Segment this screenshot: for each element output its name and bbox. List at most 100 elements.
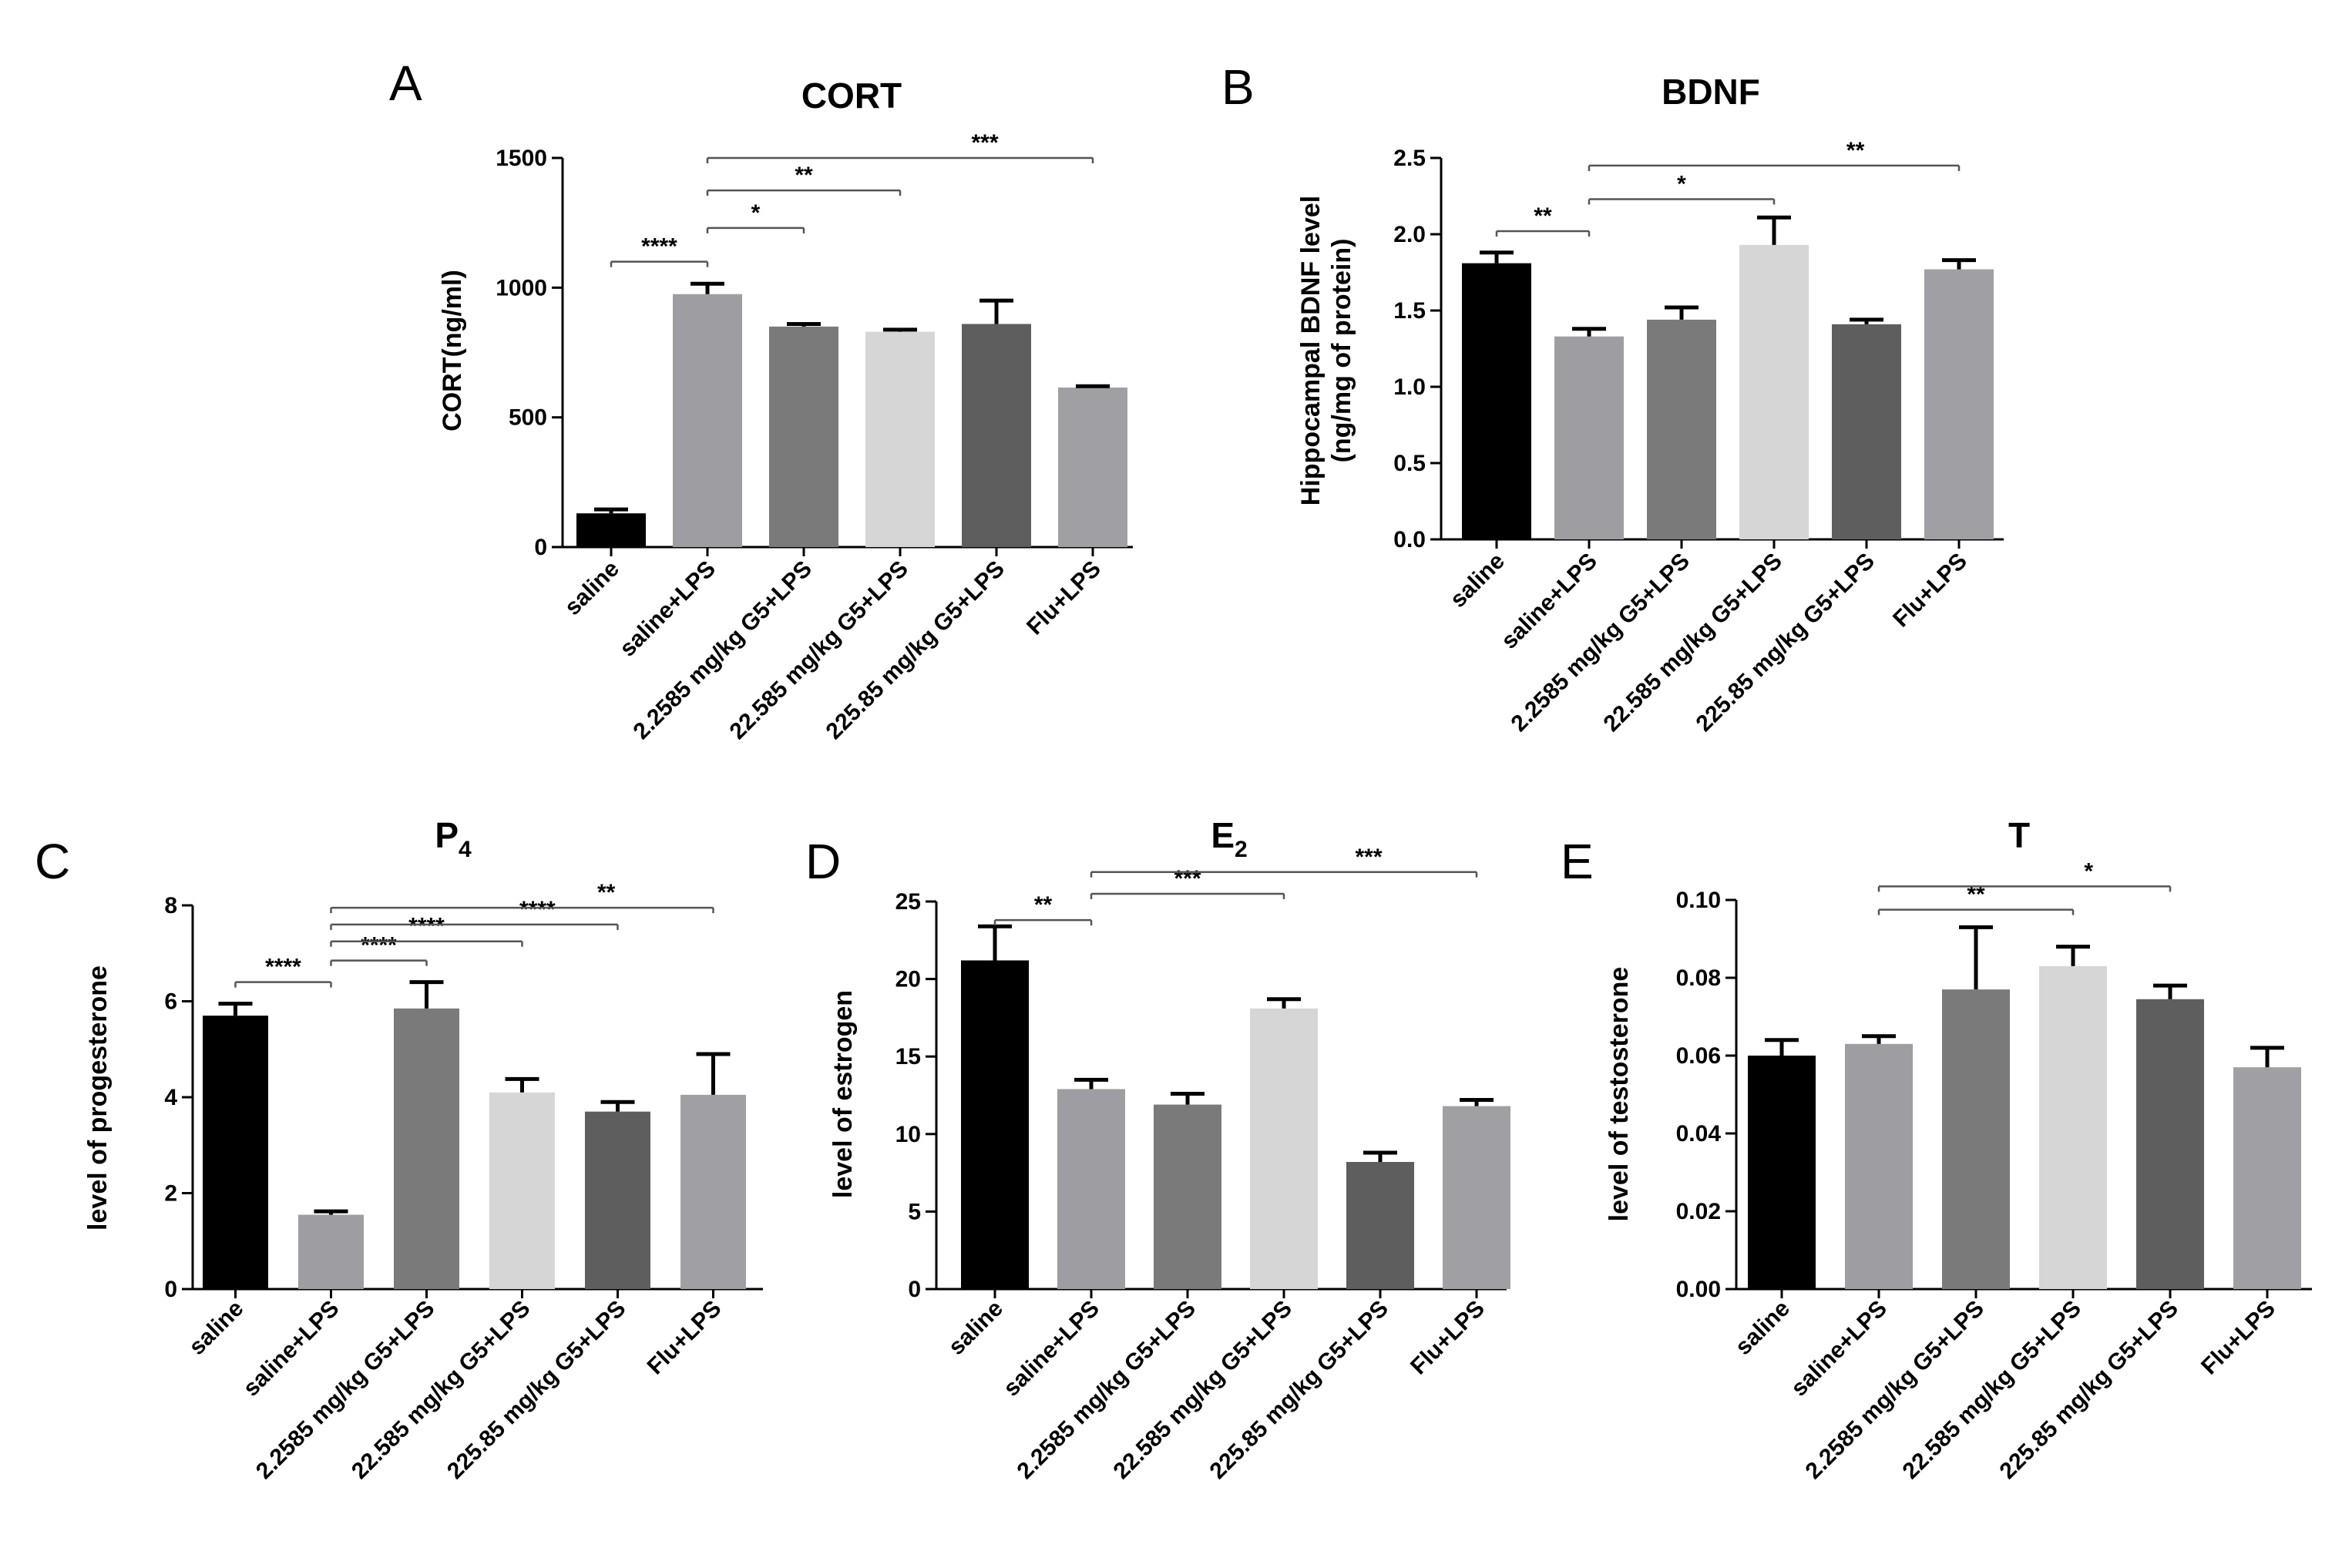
y-tick-label: 2.0 bbox=[1393, 222, 1426, 247]
significance-label: ** bbox=[1534, 203, 1552, 229]
bar-2 bbox=[298, 1214, 364, 1289]
significance-label: **** bbox=[519, 897, 556, 922]
bar-5 bbox=[585, 1111, 650, 1289]
category-label: 225.85 mg/kg G5+LPS bbox=[442, 1296, 630, 1484]
panel-C: C P4 0 2 4 6 8 level of progesterone salinesalin… bbox=[35, 815, 763, 1484]
panel-letter: C bbox=[35, 834, 70, 889]
category-label: saline+LPS bbox=[238, 1296, 344, 1402]
y-tick-label: 0.02 bbox=[1676, 1199, 1721, 1224]
chart-title: BDNF bbox=[1662, 72, 1760, 112]
bar-4 bbox=[2039, 965, 2107, 1289]
category-label: saline+LPS bbox=[1786, 1296, 1892, 1402]
category-label: saline bbox=[184, 1296, 248, 1360]
category-label: saline+LPS bbox=[615, 556, 721, 662]
significance-label: *** bbox=[1355, 844, 1382, 870]
significance-label: * bbox=[2084, 858, 2093, 884]
y-tick-label: 1500 bbox=[496, 146, 547, 171]
bar-1 bbox=[576, 513, 646, 547]
category-label: 22.585 mg/kg G5+LPS bbox=[1599, 549, 1787, 737]
significance-label: **** bbox=[265, 955, 301, 980]
y-tick-label: 5 bbox=[908, 1199, 921, 1224]
chart-title: T bbox=[2008, 815, 2030, 855]
bar-5 bbox=[2136, 999, 2204, 1289]
y-tick-label: 20 bbox=[895, 967, 921, 992]
bar-1 bbox=[1462, 263, 1531, 539]
bar-3 bbox=[1942, 989, 2010, 1289]
category-label: 22.585 mg/kg G5+LPS bbox=[1898, 1296, 2086, 1484]
significance-label: * bbox=[1677, 171, 1686, 196]
y-tick-label: 0.10 bbox=[1676, 888, 1721, 913]
panel-E: E T 0.00 0.02 0.04 0.06 0.08 0.10 level of testo… bbox=[1561, 815, 2312, 1484]
significance-label: **** bbox=[408, 914, 445, 939]
bar-6 bbox=[680, 1094, 746, 1289]
category-label: 22.585 mg/kg G5+LPS bbox=[725, 556, 913, 744]
significance-label: **** bbox=[641, 234, 677, 260]
y-tick-label: 0 bbox=[164, 1277, 177, 1302]
category-label: saline bbox=[1730, 1296, 1794, 1360]
panel-letter: A bbox=[389, 55, 422, 111]
y-tick-label: 1000 bbox=[496, 275, 547, 301]
bar-2 bbox=[1845, 1043, 1913, 1289]
bar-1 bbox=[203, 1016, 268, 1289]
category-label: 225.85 mg/kg G5+LPS bbox=[822, 556, 1010, 744]
category-label: Flu+LPS bbox=[1888, 549, 1972, 633]
category-label: saline bbox=[559, 556, 623, 620]
chart-title: P4 bbox=[435, 815, 472, 862]
bar-6 bbox=[1058, 387, 1127, 547]
y-tick-label: 0.00 bbox=[1676, 1277, 1721, 1302]
y-axis-title: Hippocampal BDNF level(ng/mg of protein) bbox=[1296, 196, 1356, 505]
bar-3 bbox=[394, 1008, 459, 1289]
bar-4 bbox=[1739, 244, 1809, 539]
y-tick-label: 0 bbox=[908, 1277, 921, 1302]
y-tick-label: 1.0 bbox=[1393, 374, 1426, 400]
category-label: 22.585 mg/kg G5+LPS bbox=[347, 1296, 535, 1484]
y-tick-label: 25 bbox=[895, 889, 921, 915]
category-label: 225.85 mg/kg G5+LPS bbox=[1692, 549, 1880, 737]
panel-letter: B bbox=[1221, 59, 1255, 115]
panel-D: D E2 0 5 10 15 20 25 level of estrogen salinesali… bbox=[805, 815, 1510, 1484]
y-axis-title: level of testosterone bbox=[1604, 967, 1634, 1222]
bar-6 bbox=[1443, 1106, 1510, 1289]
bar-1 bbox=[961, 960, 1029, 1289]
y-tick-label: 0.06 bbox=[1676, 1043, 1721, 1069]
bar-5 bbox=[1832, 324, 1901, 539]
bar-3 bbox=[1647, 319, 1716, 539]
panel-letter: E bbox=[1561, 834, 1594, 889]
category-label: 225.85 mg/kg G5+LPS bbox=[1205, 1296, 1393, 1484]
y-tick-label: 0.5 bbox=[1393, 451, 1426, 476]
category-label: saline+LPS bbox=[999, 1296, 1104, 1402]
y-tick-label: 2.5 bbox=[1393, 146, 1426, 171]
y-tick-label: 2 bbox=[164, 1181, 177, 1207]
bar-1 bbox=[1748, 1056, 1816, 1289]
bar-2 bbox=[673, 294, 742, 547]
category-label: 2.2585 mg/kg G5+LPS bbox=[629, 556, 817, 744]
y-axis-title: level of progesterone bbox=[83, 965, 113, 1231]
bar-6 bbox=[2233, 1067, 2301, 1289]
category-label: saline bbox=[1445, 549, 1509, 613]
bar-3 bbox=[769, 326, 838, 547]
y-tick-label: 1.5 bbox=[1393, 298, 1426, 324]
category-label: 2.2585 mg/kg G5+LPS bbox=[251, 1296, 439, 1484]
bar-4 bbox=[865, 331, 935, 547]
category-label: 2.2585 mg/kg G5+LPS bbox=[1801, 1296, 1989, 1484]
y-axis-title: level of estrogen bbox=[828, 990, 858, 1198]
chart-title: CORT bbox=[801, 76, 902, 116]
bar-5 bbox=[1346, 1162, 1414, 1289]
category-label: Flu+LPS bbox=[1022, 556, 1106, 640]
y-tick-label: 0.04 bbox=[1676, 1121, 1722, 1147]
y-tick-label: 10 bbox=[895, 1122, 921, 1147]
significance-label: ** bbox=[1034, 892, 1053, 918]
panel-A: A CORT 0 500 1000 1500 CORT(ng/ml) salinesaline… bbox=[389, 55, 1133, 744]
bar-3 bbox=[1154, 1104, 1221, 1289]
category-label: Flu+LPS bbox=[2196, 1296, 2280, 1380]
y-tick-label: 8 bbox=[164, 893, 177, 918]
significance-label: **** bbox=[361, 933, 397, 959]
bar-6 bbox=[1924, 269, 1994, 539]
y-tick-label: 4 bbox=[164, 1085, 177, 1110]
category-label: Flu+LPS bbox=[1406, 1296, 1490, 1380]
chart-title: E2 bbox=[1211, 815, 1247, 862]
significance-label: *** bbox=[971, 130, 998, 156]
category-label: 2.2585 mg/kg G5+LPS bbox=[1507, 549, 1695, 737]
y-tick-label: 500 bbox=[509, 405, 547, 431]
y-tick-label: 0 bbox=[534, 535, 547, 560]
